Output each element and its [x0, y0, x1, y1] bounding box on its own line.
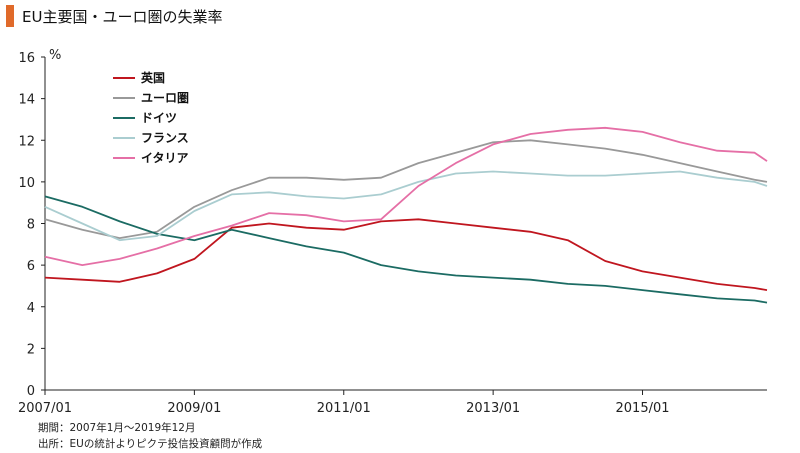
series-line-5 — [44, 126, 768, 267]
line-chart: 0 2 4 6 8 10 12 14 16 % 2007/01 2009/01 2011/01 2013/… — [18, 48, 768, 416]
x-tick-label: 2015/01 — [616, 401, 670, 416]
legend-label-2: ユーロ圏 — [141, 91, 189, 105]
x-tick-label: 2007/01 — [18, 401, 72, 416]
period-note: 期間：2007年1月～2019年12月 — [38, 422, 196, 434]
series-line-4 — [44, 170, 768, 242]
y-tick-label: 14 — [18, 93, 35, 108]
y-axis-unit: % — [49, 48, 61, 63]
y-tick-label: 16 — [18, 51, 35, 66]
series-line-1 — [44, 218, 768, 291]
x-tick-label: 2011/01 — [317, 401, 371, 416]
y-tick-label: 4 — [27, 301, 35, 316]
x-tick-label: 2009/01 — [167, 401, 221, 416]
legend-label-5: イタリア — [141, 151, 189, 165]
y-tick-label: 6 — [27, 259, 35, 274]
title-accent-bar — [6, 5, 14, 27]
chart-title-bar: EU主要国・ユーロ圏の失業率 — [6, 5, 222, 27]
chart-title: EU主要国・ユーロ圏の失業率 — [22, 7, 223, 26]
y-tick-label: 12 — [18, 134, 35, 149]
y-tick-label: 10 — [18, 176, 35, 191]
legend-label-3: ドイツ — [141, 111, 177, 125]
legend-label-4: フランス — [141, 131, 189, 145]
y-tick-label: 8 — [27, 218, 35, 233]
series-line-3 — [44, 195, 768, 304]
y-tick-label: 2 — [27, 342, 35, 357]
legend-label-1: 英国 — [141, 70, 165, 85]
source-note: 出所：EUの統計よりピクテ投信投資顧問が作成 — [38, 438, 263, 450]
x-tick-label: 2013/01 — [466, 401, 520, 416]
series-line-2 — [44, 139, 768, 240]
y-tick-label: 0 — [27, 384, 35, 399]
